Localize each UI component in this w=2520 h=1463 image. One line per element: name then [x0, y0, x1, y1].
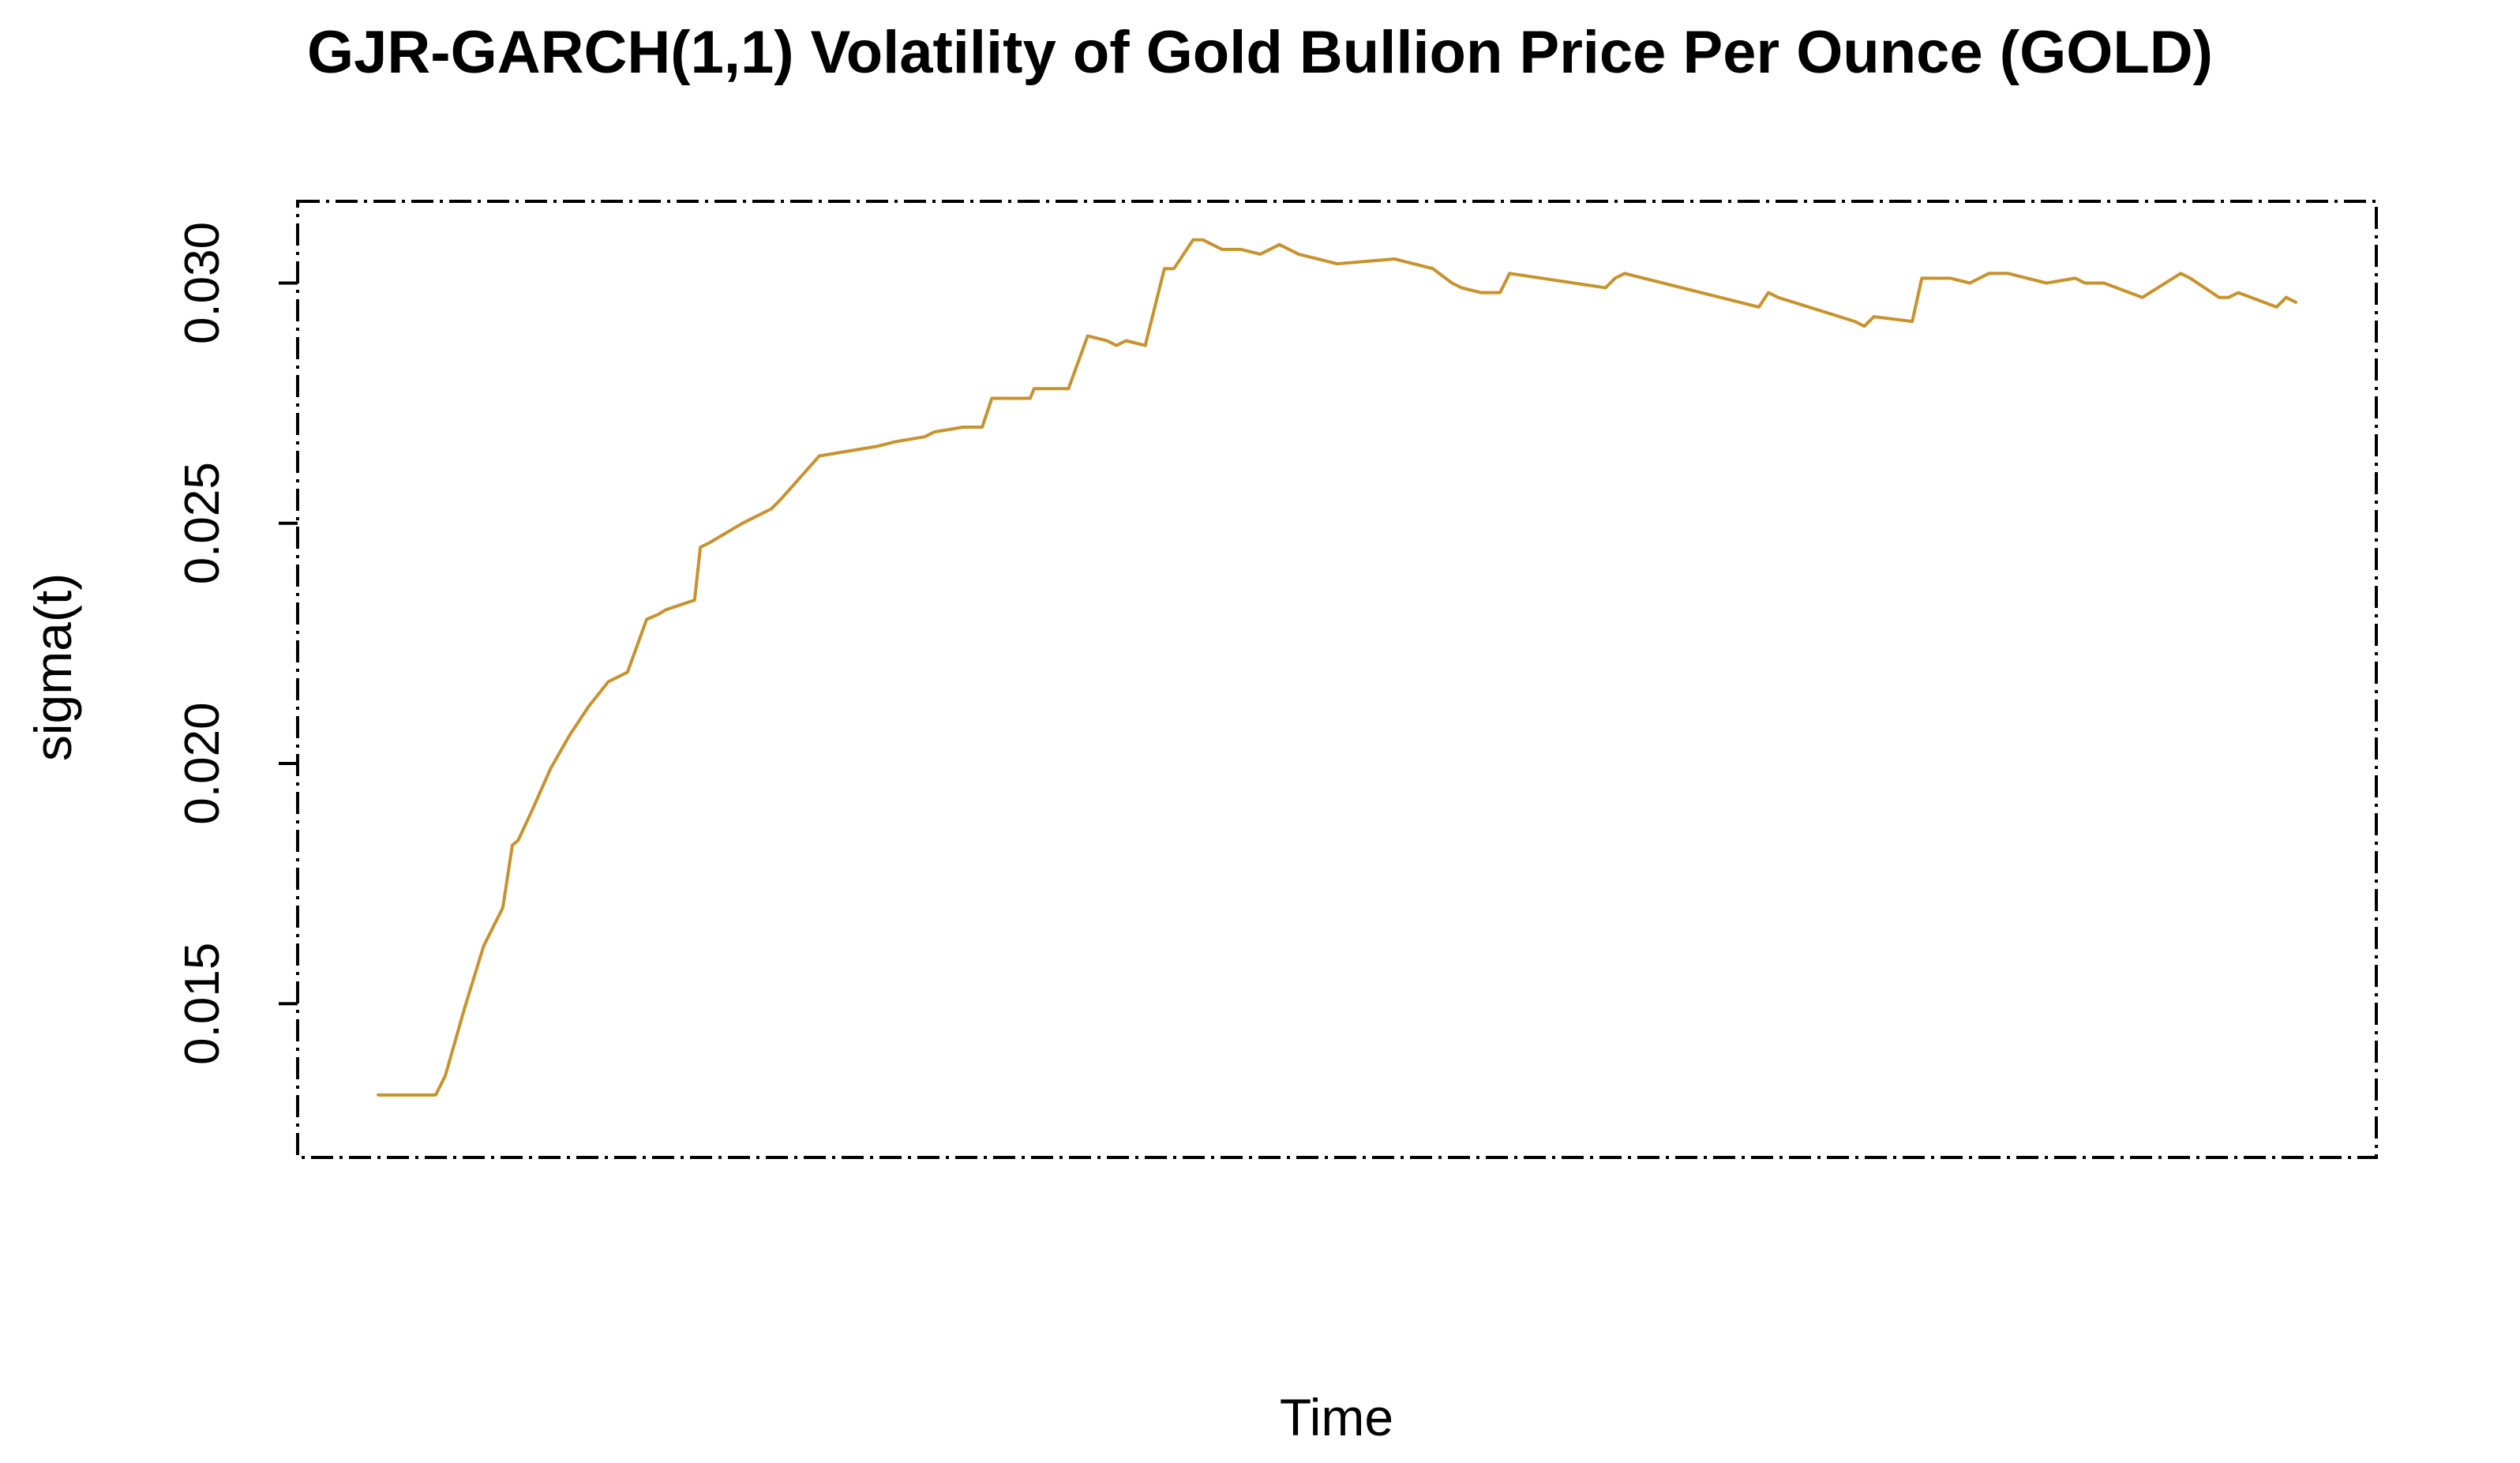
chart-title: GJR-GARCH(1,1) Volatility of Gold Bullio…: [307, 19, 2213, 86]
plot-frame: [296, 200, 2378, 1159]
y-tick-label: 0.030: [175, 222, 230, 344]
volatility-line: [377, 238, 2297, 1097]
y-tick-label: 0.020: [175, 702, 230, 824]
y-axis: 0.015 0.020 0.025 0.030: [175, 222, 298, 1065]
y-axis-label: sigma(t): [24, 573, 82, 761]
x-axis-label: Time: [1280, 1388, 1393, 1446]
y-tick-label: 0.025: [175, 462, 230, 584]
y-tick-label: 0.015: [175, 943, 230, 1065]
